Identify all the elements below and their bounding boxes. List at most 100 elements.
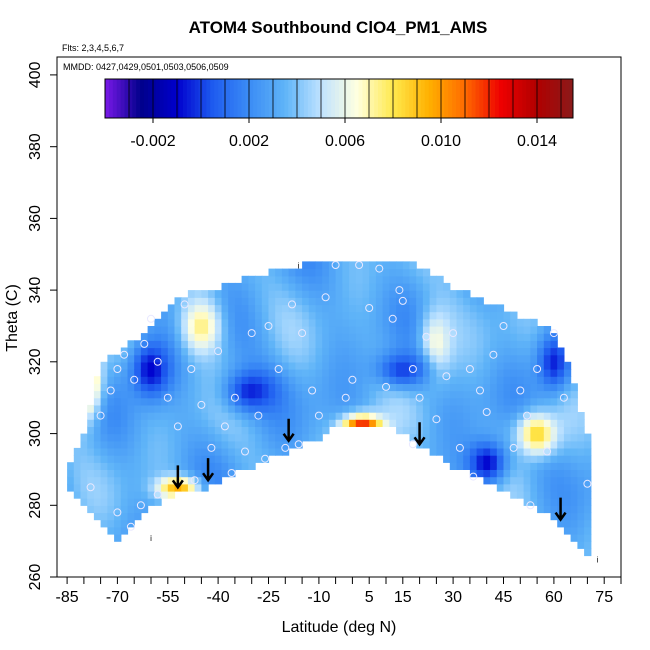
colorbar-swatch (249, 79, 254, 118)
heatmap-cell (328, 290, 337, 298)
heatmap-cell (255, 326, 263, 334)
heatmap-cell (369, 419, 377, 427)
heatmap-cell (362, 369, 370, 377)
heatmap-cell (557, 469, 565, 478)
heatmap-cell (241, 376, 249, 384)
heatmap-cell (87, 476, 95, 485)
heatmap-cell (422, 376, 431, 384)
colorbar-swatch (202, 79, 207, 118)
heatmap-cell (349, 340, 357, 349)
heatmap-cell (100, 476, 108, 485)
heatmap-cell (469, 354, 478, 363)
sample-point (130, 375, 139, 384)
heatmap-cell (255, 369, 263, 377)
heatmap-cell (557, 490, 565, 499)
sample-point (197, 400, 206, 409)
colorbar-swatch (463, 79, 469, 118)
heatmap-cell (100, 419, 108, 427)
heatmap-cell (563, 412, 572, 420)
heatmap-cell (349, 361, 357, 370)
heatmap-cell (355, 326, 364, 334)
colorbar-swatch (245, 79, 250, 118)
heatmap-cell (295, 290, 303, 298)
point-marker-label: i (597, 556, 599, 565)
heatmap-cell (167, 333, 176, 341)
x-tick-label: -70 (106, 589, 129, 606)
heatmap-cell (335, 361, 343, 370)
heatmap-cell (335, 290, 343, 298)
heatmap-cell (570, 505, 578, 514)
heatmap-cell (261, 412, 270, 420)
heatmap-cell (127, 462, 135, 470)
heatmap-cell (288, 440, 296, 449)
heatmap-cell (134, 440, 142, 449)
heatmap-cell (476, 447, 484, 456)
heatmap-cell (416, 275, 424, 284)
heatmap-cell (154, 376, 162, 384)
heatmap-cell (275, 297, 283, 306)
heatmap-cell (483, 397, 491, 406)
sample-point (140, 339, 149, 348)
heatmap-cell (100, 483, 108, 492)
heatmap-cell (355, 347, 364, 356)
heatmap-cell (161, 318, 169, 327)
heatmap-cell (234, 440, 243, 449)
heatmap-cell (255, 304, 263, 313)
heatmap-cell (389, 340, 397, 349)
heatmap-cell (584, 541, 592, 549)
heatmap-cell (369, 412, 377, 420)
heatmap-cell (436, 397, 444, 406)
heatmap-cell (295, 333, 303, 341)
heatmap-cell (510, 311, 518, 320)
heatmap-cell (369, 275, 377, 284)
heatmap-cell (443, 311, 451, 320)
sample-point (120, 350, 129, 359)
heatmap-cell (174, 361, 182, 370)
heatmap-cell (201, 440, 209, 449)
heatmap-cell (422, 340, 431, 349)
heatmap-cell (496, 419, 505, 427)
heatmap-cell (214, 347, 223, 356)
heatmap-cell (523, 354, 531, 363)
heatmap-cell (288, 268, 296, 277)
heatmap-cell (510, 419, 518, 427)
heatmap-cell (161, 397, 169, 406)
heatmap-cell (322, 412, 330, 420)
heatmap-cell (483, 476, 491, 485)
heatmap-cell (120, 361, 129, 370)
heatmap-cell (537, 397, 545, 406)
heatmap-cell (261, 426, 270, 435)
colorbar-swatch (424, 79, 430, 118)
colorbar-swatch (214, 79, 219, 118)
heatmap-cell (456, 340, 464, 349)
colorbar-swatch (545, 79, 551, 118)
sample-point (274, 365, 283, 373)
heatmap-cell (409, 376, 417, 384)
heatmap-cell (268, 304, 276, 313)
heatmap-cell (214, 354, 223, 363)
heatmap-cell (261, 361, 270, 370)
heatmap-cell (328, 397, 337, 406)
heatmap-cell (147, 361, 155, 370)
colorbar-swatch (401, 79, 406, 118)
heatmap-cell (107, 462, 115, 470)
heatmap-cell (443, 397, 451, 406)
heatmap-cell (208, 333, 216, 341)
heatmap-cell (449, 318, 458, 327)
heatmap-cell (87, 483, 95, 492)
heatmap-cell (382, 390, 390, 399)
heatmap-cell (228, 383, 236, 392)
heatmap-cell (308, 397, 317, 406)
heatmap-cell (389, 390, 397, 399)
heatmap-cell (510, 455, 518, 463)
heatmap-cell (167, 404, 176, 413)
heatmap-cell (295, 369, 303, 377)
heatmap-cell (429, 419, 437, 427)
heatmap-cell (234, 282, 243, 291)
heatmap-cell (563, 519, 572, 528)
heatmap-cell (308, 433, 317, 442)
heatmap-cell (100, 469, 108, 478)
heatmap-cell (201, 383, 209, 392)
heatmap-cell (114, 490, 122, 499)
heatmap-cell (516, 490, 525, 499)
